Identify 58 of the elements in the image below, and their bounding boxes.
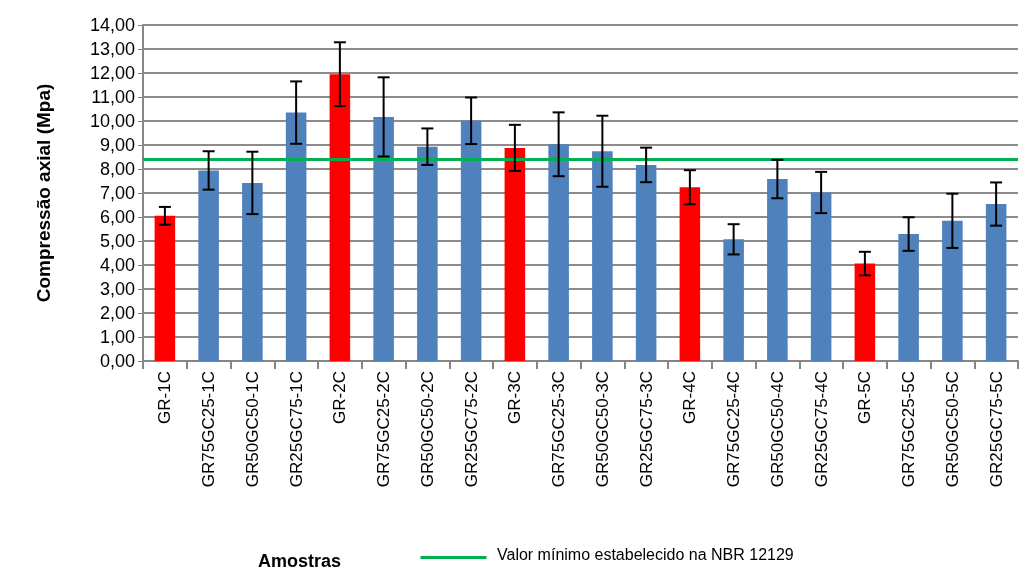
bar [154,215,176,361]
bar [810,192,832,361]
bar [635,164,657,361]
x-tick-label: GR50GC50-5C [942,371,962,488]
x-tick-label: GR-1C [155,371,175,424]
x-tick-label: GR75GC25-3C [549,371,569,488]
x-tick-label: GR75GC25-5C [899,371,919,488]
bar [242,182,263,361]
y-tick-label: 14,00 [89,15,135,35]
y-tick-label: 7,00 [99,183,135,203]
x-tick-label: GR50GC50-3C [592,371,612,488]
x-tick-label: GR25GC75-5C [986,371,1006,488]
x-tick-label: GR25GC75-3C [636,371,656,488]
x-tick-label: GR50GC50-2C [417,371,437,488]
x-axis-title: Amostras [258,551,342,571]
y-tick-label: 6,00 [99,207,135,227]
bar [373,116,394,361]
bar [942,220,963,361]
y-tick-label: 10,00 [89,111,135,131]
legend-label: Valor mínimo estabelecido na NBR 12129 [497,545,794,563]
y-tick-label: 0,00 [99,351,135,371]
bar [767,179,788,361]
bar [592,151,613,361]
y-tick-label: 9,00 [99,135,135,155]
x-tick-label: GR75GC25-4C [724,371,744,488]
y-tick-label: 1,00 [99,327,135,347]
bar [285,112,307,361]
bar [898,234,919,361]
y-tick-label: 2,00 [99,303,135,323]
x-tick-label: GR50GC50-1C [242,371,262,488]
x-tick-label: GR25GC75-2C [461,371,481,488]
y-tick-label: 3,00 [99,279,135,299]
y-axis-title: Compressão axial (Mpa) [33,83,54,303]
x-tick-label: GR50GC50-4C [767,371,787,488]
bar [460,120,482,361]
bar [679,187,701,361]
y-tick-label: 4,00 [99,255,135,275]
x-tick-label: GR-2C [330,371,350,424]
x-tick-label: GR-4C [680,371,700,424]
bar [329,74,351,361]
y-tick-label: 13,00 [89,39,135,59]
y-tick-label: 8,00 [99,159,135,179]
bar [723,239,744,361]
x-tick-label: GR-5C [855,371,875,424]
x-tick-label: GR75GC25-2C [374,371,394,488]
y-tick-label: 12,00 [89,63,135,83]
y-tick-label: 5,00 [99,231,135,251]
x-tick-label: GR25GC75-4C [811,371,831,488]
bar [985,204,1007,361]
x-tick-label: GR25GC75-1C [286,371,306,488]
x-tick-label: GR75GC25-1C [199,371,219,488]
bar [548,144,569,361]
bar [854,263,876,361]
bar [417,146,438,361]
bar [198,170,219,361]
y-tick-label: 11,00 [91,87,135,107]
x-tick-label: GR-3C [505,371,525,424]
bar [504,147,526,361]
